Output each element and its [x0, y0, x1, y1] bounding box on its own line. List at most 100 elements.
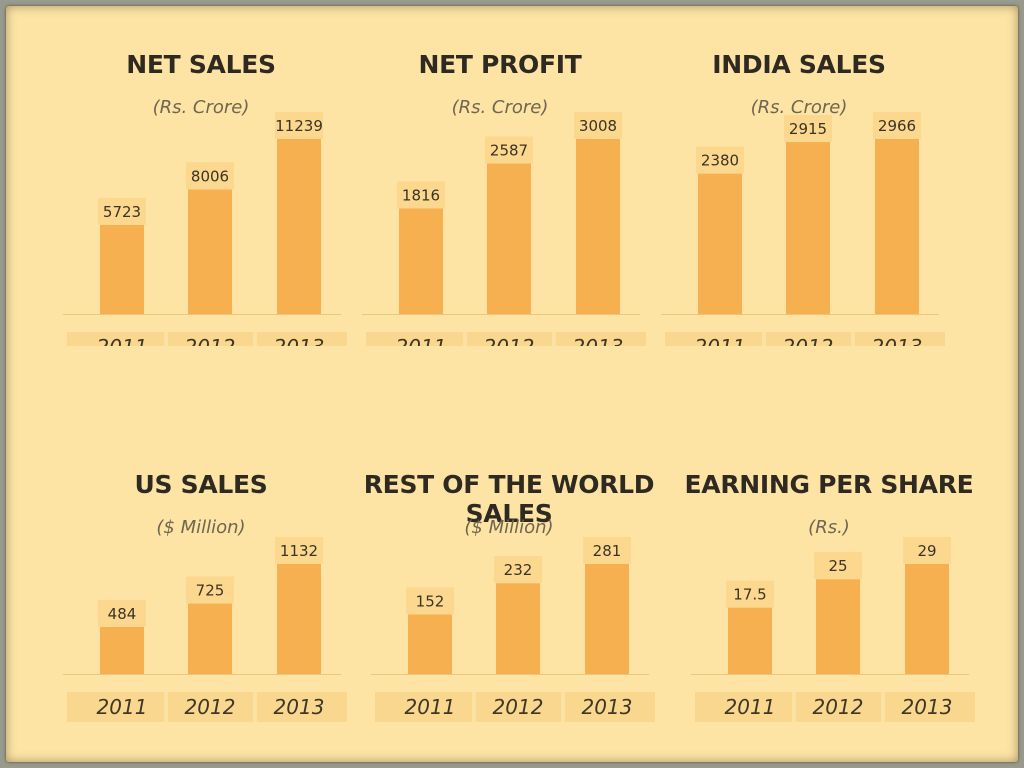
x-tick-label: 2011: [695, 335, 746, 346]
data-label: 2587: [490, 141, 528, 159]
data-label: 152: [416, 592, 445, 610]
data-label-box: [275, 112, 323, 139]
dashboard-frame: NET SALES (Rs. Crore) 5723 2011 8006 2012 11…: [6, 6, 1018, 762]
bar-2011: [399, 208, 443, 314]
x-tick-label: 2012: [783, 335, 834, 346]
x-axis-band: [665, 332, 945, 346]
bar-2013: [875, 139, 919, 314]
x-axis-band-divider: [472, 692, 476, 722]
bar-2013: [576, 139, 620, 314]
data-label: 8006: [191, 167, 229, 185]
bar-2012: [188, 189, 232, 314]
chart-earning-per-share: EARNING PER SHARE (Rs.) 17.5 2011 25 2012 29…: [669, 446, 989, 766]
data-label-box: [814, 552, 862, 580]
data-label: 1816: [402, 186, 440, 204]
x-axis-band: [366, 332, 646, 346]
x-axis-band-divider: [561, 692, 565, 722]
data-label: 1132: [280, 542, 318, 560]
x-axis-band-divider: [762, 332, 766, 346]
data-label: 11239: [275, 117, 323, 135]
data-label: 2966: [878, 117, 916, 135]
x-tick-label: 2013: [872, 335, 923, 346]
data-label: 725: [196, 582, 225, 600]
bar-2013: [585, 564, 629, 674]
data-label-box: [397, 181, 445, 209]
x-tick-label: 2012: [493, 695, 544, 719]
data-label-box: [275, 537, 323, 564]
x-axis-band: [67, 332, 347, 346]
chart-plot: 17.5 2011 25 2012 29 2013: [691, 537, 975, 722]
chart-title: REST OF THE WORLD SALES: [363, 470, 655, 528]
chart-india-sales: INDIA SALES (Rs. Crore) 2380 2011 2915 2012…: [639, 26, 959, 346]
chart-net-sales: NET SALES (Rs. Crore) 5723 2011 8006 2012 11…: [41, 26, 361, 346]
chart-net-profit: NET PROFIT (Rs. Crore) 1816 2011 2587 2012 3…: [340, 26, 660, 346]
x-tick-label: 2012: [484, 335, 535, 346]
chart-title: NET PROFIT: [418, 50, 582, 79]
data-label: 5723: [103, 203, 141, 221]
bar-2012: [816, 579, 860, 674]
x-axis-band: [695, 692, 975, 722]
data-label: 281: [593, 542, 622, 560]
data-label: 25: [828, 557, 847, 575]
bar-2011: [698, 173, 742, 314]
bar-2013: [277, 564, 321, 674]
data-label-box: [98, 197, 146, 225]
data-label: 484: [108, 605, 137, 623]
data-label: 232: [504, 561, 533, 579]
x-tick-label: 2013: [274, 695, 325, 719]
data-label-box: [406, 587, 454, 615]
chart-subtitle: ($ Million): [464, 517, 554, 538]
x-tick-label: 2011: [725, 695, 776, 719]
bar-2011: [408, 614, 452, 674]
x-axis-band-divider: [253, 692, 257, 722]
data-label: 2915: [789, 120, 827, 138]
x-tick-label: 2013: [274, 335, 325, 346]
bar-2012: [786, 142, 830, 314]
chart-subtitle: (Rs. Crore): [152, 97, 250, 118]
x-tick-label: 2012: [813, 695, 864, 719]
data-label-box: [784, 115, 832, 143]
chart-subtitle: (Rs. Crore): [750, 97, 848, 118]
x-axis-band: [375, 692, 655, 722]
chart-plot: 2380 2011 2915 2012 2966 2013: [661, 112, 945, 346]
data-label-box: [485, 136, 533, 164]
chart-us-sales: US SALES ($ Million) 484 2011 725 2012 1132 2…: [41, 446, 361, 766]
bar-2012: [487, 163, 531, 314]
x-tick-label: 2011: [405, 695, 456, 719]
chart-plot: 152 2011 232 2012 281 2013: [371, 537, 655, 722]
data-label-box: [186, 576, 234, 604]
x-tick-label: 2012: [185, 335, 236, 346]
chart-title: US SALES: [134, 470, 268, 499]
x-axis-band-divider: [552, 332, 556, 346]
x-axis-band-divider: [164, 692, 168, 722]
x-tick-label: 2013: [582, 695, 633, 719]
data-label-box: [726, 580, 774, 608]
chart-subtitle: ($ Million): [156, 517, 246, 538]
x-axis-band-divider: [851, 332, 855, 346]
chart-plot: 5723 2011 8006 2012 11239 2013: [63, 112, 347, 346]
x-axis-band-divider: [463, 332, 467, 346]
data-label-box: [903, 537, 951, 564]
bar-2011: [100, 626, 144, 674]
bar-2011: [100, 224, 144, 314]
x-tick-label: 2011: [97, 695, 148, 719]
chart-rest-of-world-sales: REST OF THE WORLD SALES ($ Million) 152 2…: [349, 446, 669, 766]
x-axis-band-divider: [881, 692, 885, 722]
bar-2013: [905, 564, 949, 674]
chart-title: INDIA SALES: [712, 50, 886, 79]
bar-2013: [277, 139, 321, 314]
data-label-box: [494, 556, 542, 584]
data-label: 2380: [701, 152, 739, 170]
chart-plot: 484 2011 725 2012 1132 2013: [63, 537, 347, 722]
bar-2012: [496, 583, 540, 674]
data-label-box: [873, 112, 921, 139]
bar-2012: [188, 603, 232, 674]
data-label-box: [98, 599, 146, 627]
data-label-box: [583, 537, 631, 564]
x-axis-band-divider: [792, 692, 796, 722]
chart-subtitle: (Rs.): [808, 517, 850, 538]
data-label-box: [696, 146, 744, 174]
data-label-box: [186, 162, 234, 190]
chart-subtitle: (Rs. Crore): [451, 97, 549, 118]
data-label-box: [574, 112, 622, 139]
